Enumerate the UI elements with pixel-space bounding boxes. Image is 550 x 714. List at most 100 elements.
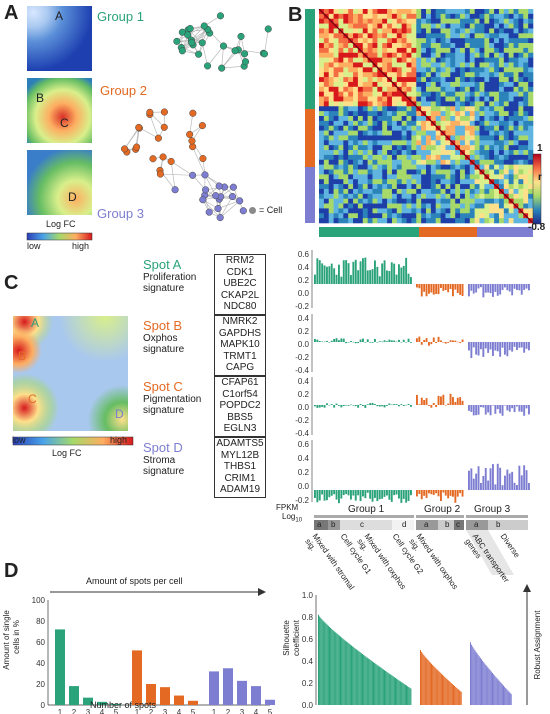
silhouette-bar: [371, 661, 373, 705]
matrix-cell: [319, 106, 325, 112]
left-y-tick: 0: [41, 701, 46, 710]
matrix-cell: [387, 159, 393, 165]
matrix-cell: [426, 18, 432, 24]
matrix-cell: [382, 101, 388, 107]
matrix-cell: [489, 135, 495, 141]
matrix-cell: [464, 91, 471, 97]
matrix-cell: [348, 18, 354, 24]
matrix-cell: [377, 169, 383, 175]
matrix-cell: [372, 67, 378, 73]
network-edge: [207, 45, 224, 67]
signature-bar: [528, 342, 530, 351]
matrix-cell: [445, 96, 451, 102]
signature-bar: [425, 338, 428, 342]
matrix-cell: [440, 47, 446, 54]
matrix-cell: [430, 179, 437, 185]
silhouette-bar: [386, 671, 388, 705]
matrix-cell: [338, 52, 344, 58]
matrix-cell: [411, 174, 417, 180]
matrix-cell: [323, 9, 330, 15]
matrix-cell: [513, 135, 519, 141]
matrix-cell: [464, 101, 471, 107]
matrix-cell: [391, 96, 398, 102]
matrix-cell: [319, 86, 325, 92]
signature-bar: [330, 404, 333, 405]
matrix-cell: [474, 96, 480, 102]
matrix-cell: [450, 164, 456, 170]
matrix-cell: [445, 86, 451, 92]
silhouette-bar: [449, 681, 451, 705]
matrix-cell: [406, 154, 412, 161]
matrix-cell: [348, 111, 354, 117]
matrix-cell: [435, 91, 441, 97]
matrix-cell: [484, 184, 490, 190]
matrix-cell: [464, 86, 471, 92]
matrix-cell: [479, 145, 485, 151]
matrix-cell: [528, 150, 534, 156]
matrix-cell: [508, 47, 514, 54]
matrix-cell: [416, 57, 422, 63]
matrix-cell: [387, 57, 393, 63]
matrix-cell: [362, 150, 368, 156]
matrix-cell: [377, 135, 383, 141]
matrix-cell: [387, 154, 393, 161]
matrix-cell: [338, 208, 344, 214]
network-cell: [133, 143, 141, 151]
silhouette-bar: [505, 687, 507, 705]
signature-bar: [326, 490, 328, 501]
matrix-cell: [323, 62, 330, 68]
matrix-cell: [396, 101, 402, 107]
network-cell: [239, 207, 247, 215]
signature-bar-charts: 0.60.40.20.0-0.20.40.20.0-0.2-0.40.40.20…: [295, 250, 530, 505]
matrix-cell: [406, 164, 412, 170]
signature-bar: [425, 490, 428, 498]
matrix-cell: [523, 188, 529, 195]
matrix-cell: [333, 72, 339, 78]
spot-c-sig2: signature: [143, 405, 185, 416]
silhouette-bar: [344, 640, 346, 705]
matrix-cell: [411, 106, 417, 112]
signature-bar: [430, 490, 433, 495]
matrix-cell: [445, 145, 451, 151]
matrix-cell: [387, 47, 393, 54]
matrix-cell: [440, 218, 446, 224]
matrix-cell: [411, 203, 417, 209]
matrix-cell: [426, 169, 432, 175]
matrix-cell: [391, 120, 398, 127]
matrix-cell: [484, 125, 490, 131]
matrix-cell: [460, 159, 466, 165]
matrix-cell: [489, 86, 495, 92]
signature-bar: [437, 284, 440, 295]
matrix-cell: [455, 57, 461, 63]
matrix-cell: [518, 38, 524, 44]
matrix-cell: [513, 174, 519, 180]
matrix-cell: [416, 72, 422, 78]
matrix-cell: [518, 81, 524, 88]
matrix-cell: [528, 101, 534, 107]
matrix-cell: [372, 169, 378, 175]
matrix-cell: [479, 193, 485, 199]
matrix-cell: [353, 193, 359, 199]
matrix-cell: [328, 198, 334, 204]
matrix-cell: [435, 218, 441, 224]
y-tick-label: 0.0: [298, 482, 310, 491]
spots-bar: [174, 695, 184, 705]
matrix-cell: [494, 130, 500, 136]
matrix-cell: [387, 198, 393, 204]
silhouette-bar: [460, 691, 462, 705]
network-cell: [236, 197, 244, 205]
matrix-cell: [357, 28, 364, 34]
matrix-cell: [391, 203, 398, 209]
matrix-cell: [484, 193, 490, 199]
matrix-cell: [319, 38, 325, 44]
signature-bar: [456, 284, 459, 293]
network-cell: [198, 122, 206, 130]
matrix-cell: [333, 67, 339, 73]
matrix-cell: [450, 116, 456, 122]
matrix-cell: [469, 67, 475, 73]
matrix-cell: [523, 125, 529, 131]
matrix-cell: [503, 13, 509, 20]
matrix-cell: [333, 125, 339, 131]
matrix-cell: [362, 18, 368, 24]
matrix-cell: [391, 101, 398, 107]
